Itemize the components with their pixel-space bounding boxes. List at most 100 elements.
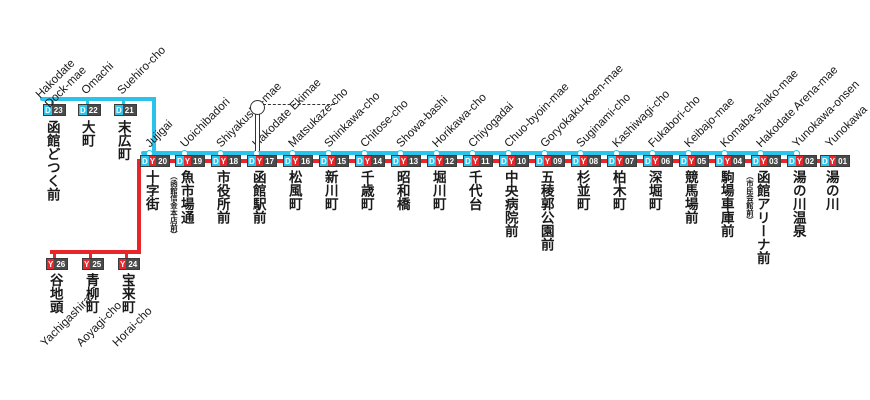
station-badge[interactable]: D Y 04 [715,155,746,167]
station-name-jp: 函館どつく前 [43,120,60,201]
badge-number: 25 [90,259,104,269]
jr-interchange-circle [249,100,265,115]
station-name-jp: 青柳町 [82,273,99,314]
badge-number: 17 [263,156,277,166]
badge-line-letter-y: Y [795,156,804,166]
station-badge[interactable]: Y 24 [118,258,141,270]
jr-connector-stem [254,114,260,151]
station-badge[interactable]: D Y 07 [607,155,638,167]
badge-line-letter-y: Y [83,259,91,269]
badge-line-letter-y: Y [828,156,837,166]
badge-number: 02 [803,156,817,166]
red-jujigai-vertical [137,159,141,250]
badge-line-letter-d: D [141,156,149,166]
station-badge[interactable]: D Y 10 [499,155,530,167]
badge-number: 12 [443,156,457,166]
badge-number: 13 [407,156,421,166]
station-name-romaji: Omachi [78,59,117,97]
station-badge[interactable]: D Y 14 [355,155,386,167]
badge-line-letter-y: Y [579,156,588,166]
station-name-jp: 新川町 [321,170,338,211]
badge-number: 01 [836,156,850,166]
station-badge[interactable]: D Y 19 [175,155,206,167]
station-name-jp: 谷地頭 [46,273,63,314]
station-badge[interactable]: D Y 12 [427,155,458,167]
station-badge[interactable]: D Y 18 [211,155,242,167]
station-name-jp: 宝来町 [118,273,135,314]
badge-line-letter-d: D [608,156,616,166]
station-badge[interactable]: D Y 09 [535,155,566,167]
station-name-jp: 中央病院前 [501,170,518,238]
station-name-jp: 魚市場通 [177,170,194,224]
station-badge[interactable]: Y 26 [46,258,69,270]
station-badge[interactable]: D Y 16 [283,155,314,167]
station-badge[interactable]: D Y 05 [679,155,710,167]
station-badge[interactable]: D Y 02 [787,155,818,167]
station-name-jp: 競馬場前 [681,170,698,224]
station-badge[interactable]: D 23 [43,104,66,116]
badge-line-letter-y: Y [435,156,444,166]
station-tick-red [88,250,92,258]
station-badge[interactable]: D Y 08 [571,155,602,167]
station-badge[interactable]: D Y 15 [319,155,350,167]
badge-line-letter-d: D [716,156,724,166]
station-badge[interactable]: Y 25 [82,258,105,270]
badge-number: 07 [623,156,637,166]
station-name-jp: 湯の川 [822,170,839,211]
badge-line-letter-y: Y [615,156,624,166]
badge-line-letter-d: D [680,156,688,166]
station-badge[interactable]: D 21 [114,104,137,116]
badge-number: 14 [371,156,385,166]
badge-number: 20 [156,156,170,166]
badge-line-letter-d: D [536,156,544,166]
badge-line-letter-d: D [176,156,184,166]
badge-line-letter-d: D [428,156,436,166]
badge-line-letter-y: Y [507,156,516,166]
badge-line-letter-y: Y [471,156,480,166]
station-name-jp: 松風町 [285,170,302,211]
badge-number: 11 [479,156,492,166]
badge-line-letter-y: Y [219,156,228,166]
station-name-jp: 函館アリーナ前 [753,170,770,265]
badge-line-letter-d: D [284,156,292,166]
station-badge[interactable]: D Y 03 [751,155,782,167]
badge-line-letter-y: Y [723,156,732,166]
red-yachigashira-line [50,250,141,254]
station-badge[interactable]: D Y 06 [643,155,674,167]
station-name-romaji: Chuo-byoin-mae [501,80,572,150]
station-badge[interactable]: D Y 20 [140,155,171,167]
badge-line-letter-d: D [821,156,829,166]
badge-line-letter-d: D [115,105,123,115]
badge-line-letter-y: Y [119,259,127,269]
station-name-jp: 深堀町 [645,170,662,211]
badge-line-letter-y: Y [255,156,264,166]
badge-line-letter-d: D [752,156,760,166]
station-tick-cyan [85,97,89,104]
badge-line-letter-y: Y [363,156,372,166]
station-name-romaji: Hakodate Dock-mae [33,56,90,111]
station-badge[interactable]: D 22 [78,104,101,116]
station-name-jp: 湯の川温泉 [789,170,806,238]
badge-number: 03 [767,156,781,166]
station-tick-red [124,250,128,258]
badge-line-letter-d: D [320,156,328,166]
station-badge[interactable]: D Y 17 [247,155,278,167]
badge-number: 09 [551,156,565,166]
badge-line-letter-y: Y [291,156,300,166]
station-name-jp: 千歳町 [357,170,374,211]
station-badge[interactable]: D Y 13 [391,155,422,167]
badge-number: 04 [731,156,745,166]
station-name-jp-sub: （函館信金本店前） [169,172,179,239]
badge-number: 15 [335,156,349,166]
badge-line-letter-d: D [356,156,364,166]
station-badge[interactable]: D Y 11 [463,155,493,167]
badge-line-letter-y: Y [183,156,192,166]
station-name-jp-sub: （市民会館前） [745,172,755,224]
station-name-romaji: Jujigai [142,117,176,150]
station-badge[interactable]: D Y 01 [820,155,851,167]
station-name-jp: 駒場車庫前 [717,170,734,238]
station-name-jp: 五稜郭公園前 [537,170,554,251]
badge-line-letter-y: Y [759,156,768,166]
badge-line-letter-d: D [392,156,400,166]
